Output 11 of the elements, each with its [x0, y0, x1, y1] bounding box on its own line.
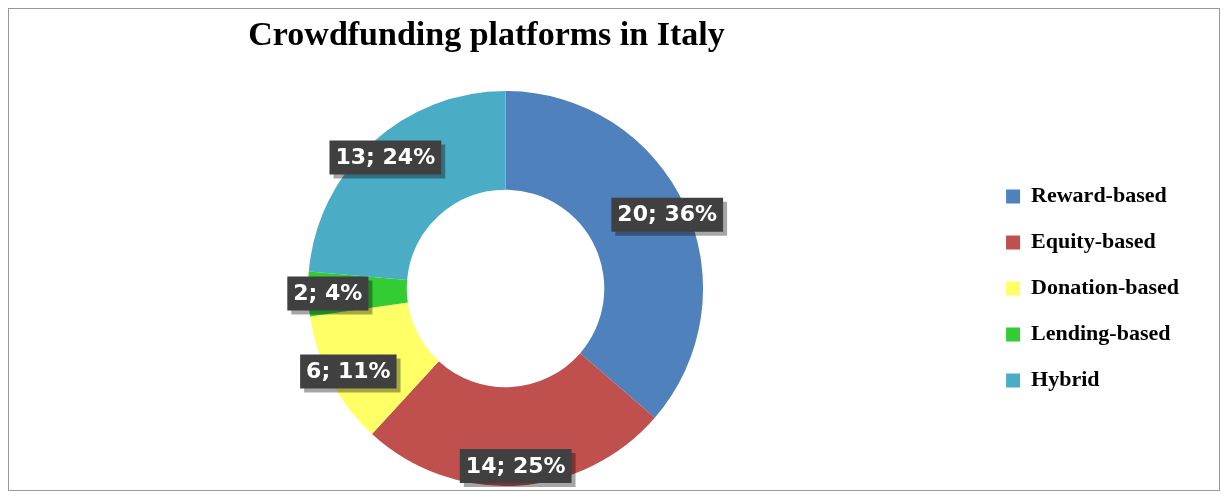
legend-label: Hybrid — [1031, 366, 1100, 392]
legend-label: Reward-based — [1031, 182, 1167, 208]
data-label: 13; 24% — [335, 144, 436, 170]
legend-label: Lending-based — [1031, 320, 1171, 346]
data-label: 14; 25% — [465, 452, 566, 478]
legend-label: Donation-based — [1031, 274, 1179, 300]
legend-label: Equity-based — [1031, 228, 1156, 254]
data-label: 6; 11% — [306, 358, 391, 384]
chart-title: Crowdfunding platforms in Italy — [247, 15, 726, 53]
data-label: 2; 4% — [293, 280, 363, 306]
data-label: 20; 36% — [617, 201, 718, 227]
